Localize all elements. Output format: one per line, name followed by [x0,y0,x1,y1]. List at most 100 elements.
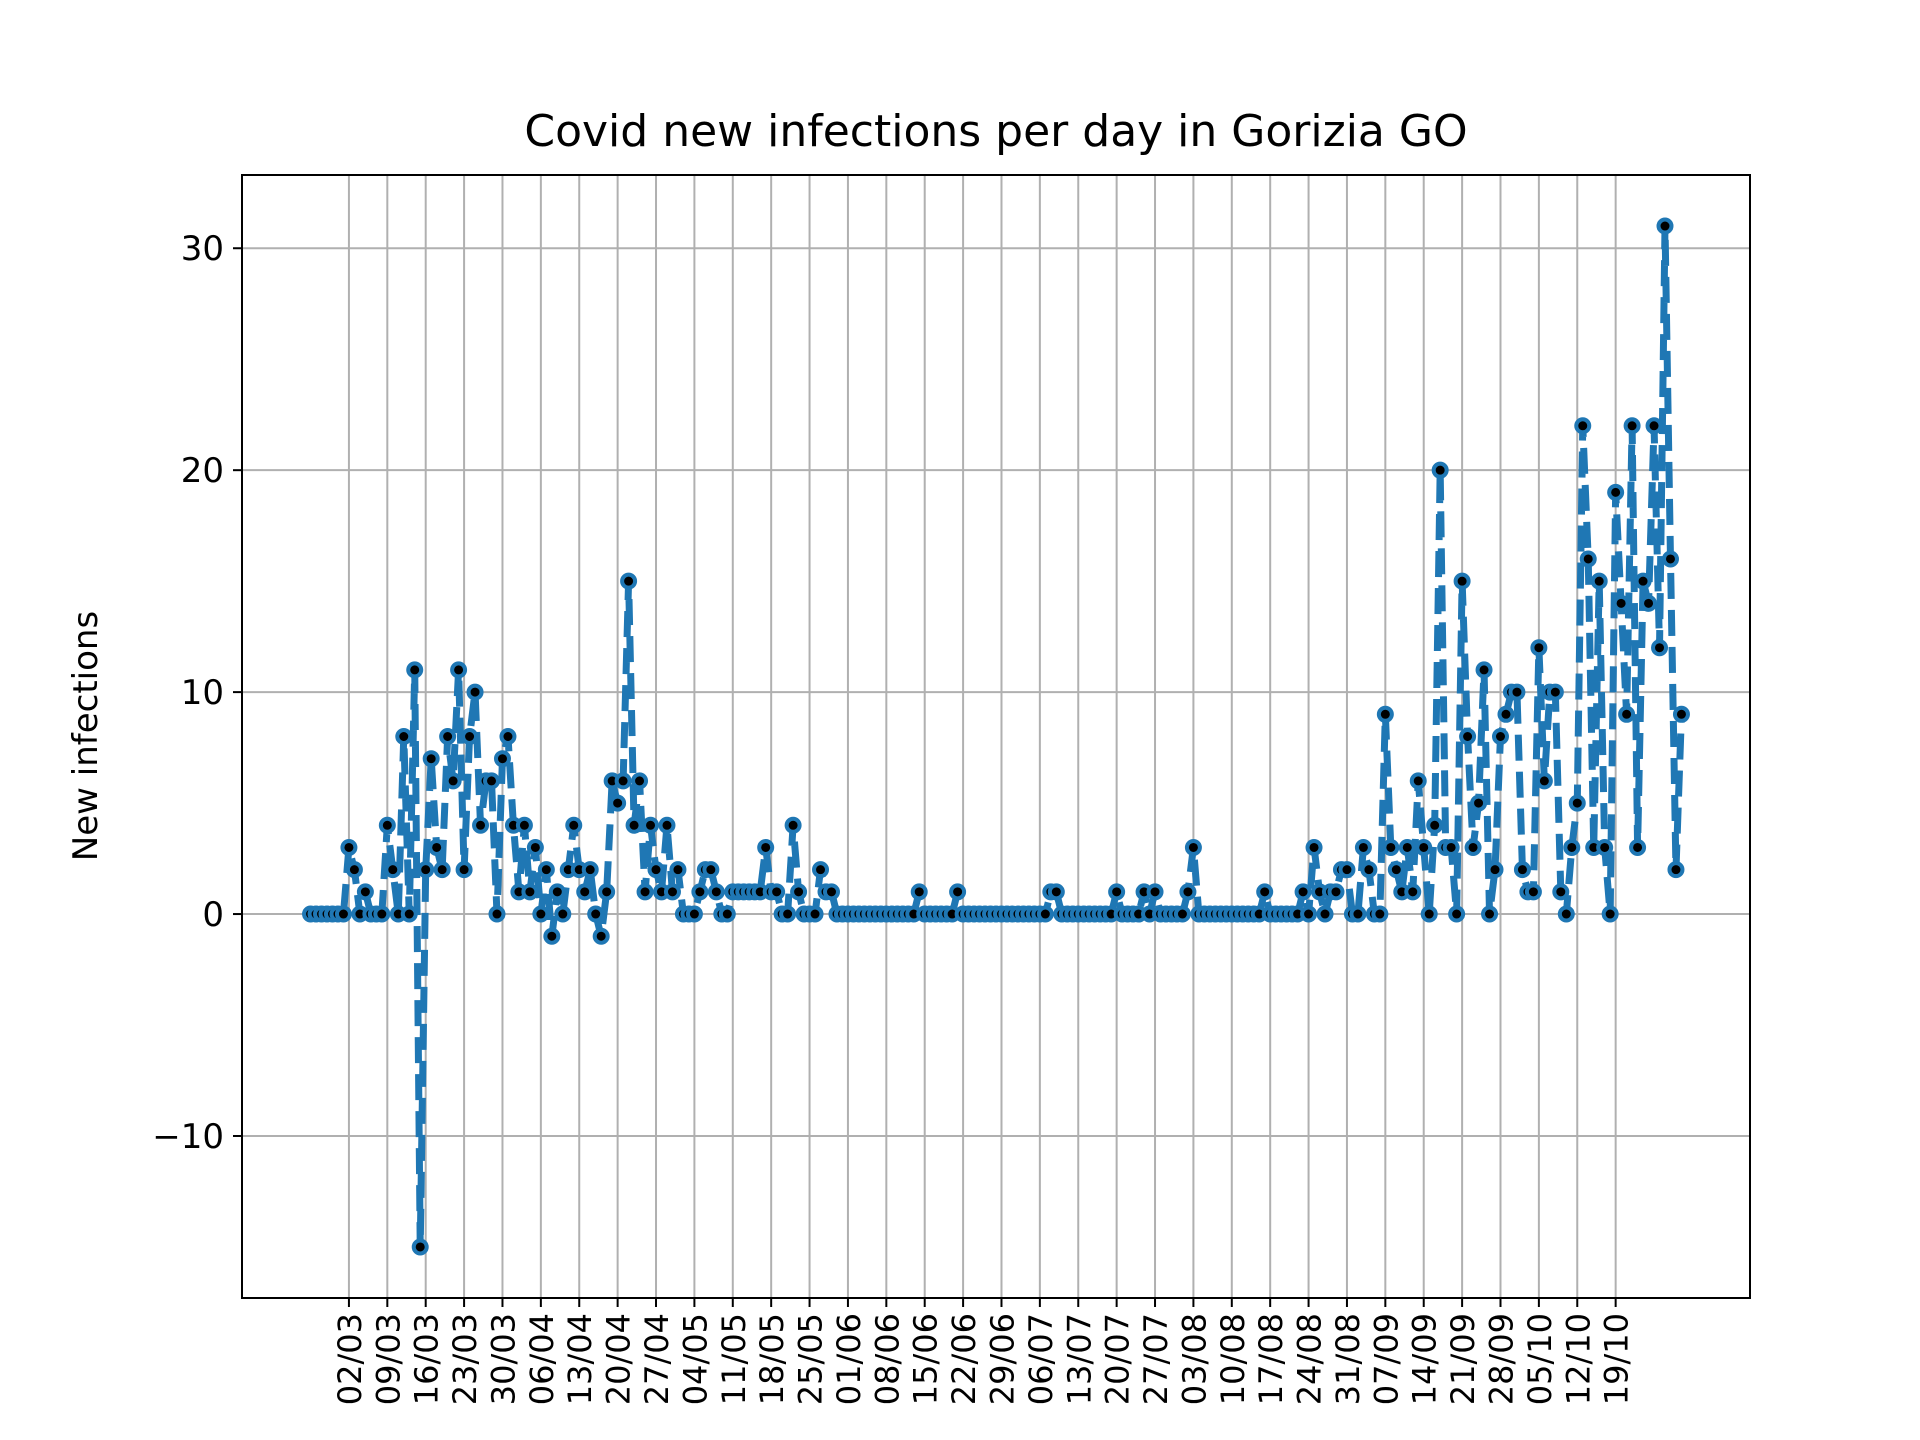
data-point [1184,838,1202,856]
data-point [1524,883,1542,901]
data-point [428,838,446,856]
x-tick-label: 12/10 [1559,1313,1597,1405]
x-tick-label: 15/06 [907,1313,945,1405]
y-axis: −10 0 10 20 30 [152,229,242,1157]
y-tick-label: −10 [152,1117,224,1157]
x-tick-label: 20/04 [600,1313,638,1405]
data-point [488,905,506,923]
x-tick-label: 31/08 [1329,1313,1367,1405]
x-tick-label: 06/04 [523,1313,561,1405]
data-point [1574,417,1592,435]
data-point [400,905,418,923]
x-axis: 02/03 09/03 16/03 23/03 30/03 06/04 13/04 20/04… [331,1298,1636,1405]
data-point [1656,217,1674,235]
data-point [707,883,725,901]
data-point [806,905,824,923]
data-point [373,905,391,923]
data-point [1470,794,1488,812]
data-point [1415,838,1433,856]
data-point [1047,883,1065,901]
x-tick-label: 04/05 [676,1313,714,1405]
data-point [1354,838,1372,856]
data-point [1634,572,1652,590]
data-point [609,794,627,812]
data-point [1640,594,1658,612]
data-point [1645,417,1663,435]
data-point [444,772,462,790]
data-point [1448,905,1466,923]
x-tick-label: 07/09 [1367,1313,1405,1405]
data-point [565,816,583,834]
data-point [1596,838,1614,856]
data-point [1535,772,1553,790]
data-point [1146,883,1164,901]
data-point [702,861,720,879]
x-tick-label: 25/05 [792,1313,830,1405]
data-point [1481,905,1499,923]
data-point [378,816,396,834]
x-tick-label: 05/10 [1521,1313,1559,1405]
data-point [1486,861,1504,879]
x-tick-label: 09/03 [369,1313,407,1405]
data-point [1629,838,1647,856]
data-point [1300,905,1318,923]
y-tick-label: 20 [181,451,224,491]
data-point [1256,883,1274,901]
data-point [1431,461,1449,479]
data-point [1371,905,1389,923]
data-point [631,772,649,790]
data-point [439,728,457,745]
data-point [526,838,544,856]
data-point [472,816,490,834]
data-point [384,861,402,879]
data-point [1508,683,1526,701]
data-point [1409,772,1427,790]
data-point [334,905,352,923]
data-point [691,883,709,901]
data-point [1546,683,1564,701]
data-point [1557,905,1575,923]
data-point [450,661,468,679]
data-point [1464,838,1482,856]
data-point [1530,639,1548,657]
data-point [543,927,561,945]
data-point [1667,861,1685,879]
data-point [592,927,610,945]
data-point [411,1238,429,1256]
data-point [1398,838,1416,856]
x-tick-label: 01/06 [830,1313,868,1405]
data-point [718,905,736,923]
data-point [949,883,967,901]
x-tick-label: 22/06 [945,1313,983,1405]
data-point [1387,861,1405,879]
x-tick-label: 03/08 [1175,1313,1213,1405]
data-point [1618,705,1636,723]
data-point [466,683,484,701]
data-point [784,816,802,834]
data-point [1404,883,1422,901]
x-tick-label: 27/07 [1137,1313,1175,1405]
data-point [1612,594,1630,612]
data-point [422,750,440,768]
data-point [1607,483,1625,501]
y-tick-label: 0 [202,895,224,935]
data-point [554,905,572,923]
x-tick-label: 17/08 [1252,1313,1290,1405]
data-point [1563,838,1581,856]
data-point [1601,905,1619,923]
x-tick-label: 13/04 [561,1313,599,1405]
data-point [356,883,374,901]
data-point [1316,905,1334,923]
data-point [790,883,808,901]
data-point [1491,728,1509,745]
x-tick-label: 11/05 [715,1313,753,1405]
data-point [1108,883,1126,901]
x-tick-label: 24/08 [1291,1313,1329,1405]
x-tick-label: 10/08 [1214,1313,1252,1405]
data-point [1590,572,1608,590]
data-point [1579,550,1597,568]
data-point [532,905,550,923]
data-point [1453,572,1471,590]
y-axis-label: New infections [66,611,106,861]
